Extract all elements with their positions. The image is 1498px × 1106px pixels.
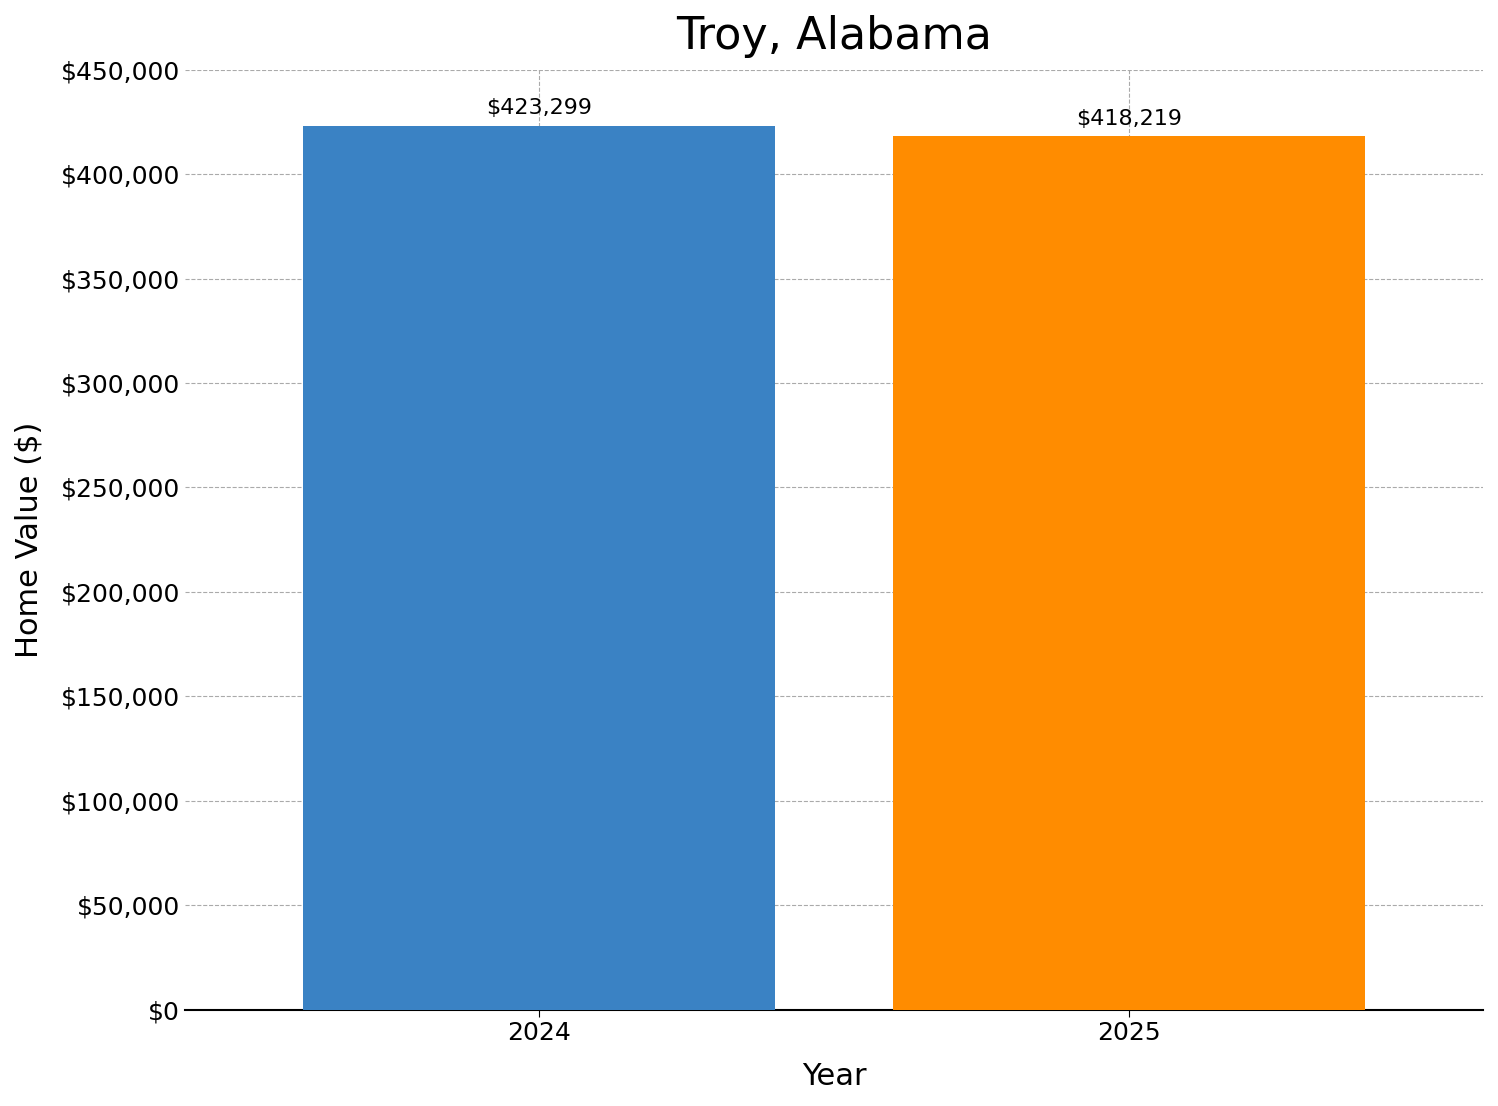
- Bar: [303, 126, 774, 1010]
- Title: Troy, Alabama: Troy, Alabama: [676, 15, 992, 58]
- Y-axis label: Home Value ($): Home Value ($): [15, 421, 43, 658]
- X-axis label: Year: Year: [801, 1062, 866, 1091]
- Bar: [893, 136, 1365, 1010]
- Text: $423,299: $423,299: [485, 98, 592, 118]
- Text: $418,219: $418,219: [1076, 108, 1182, 129]
